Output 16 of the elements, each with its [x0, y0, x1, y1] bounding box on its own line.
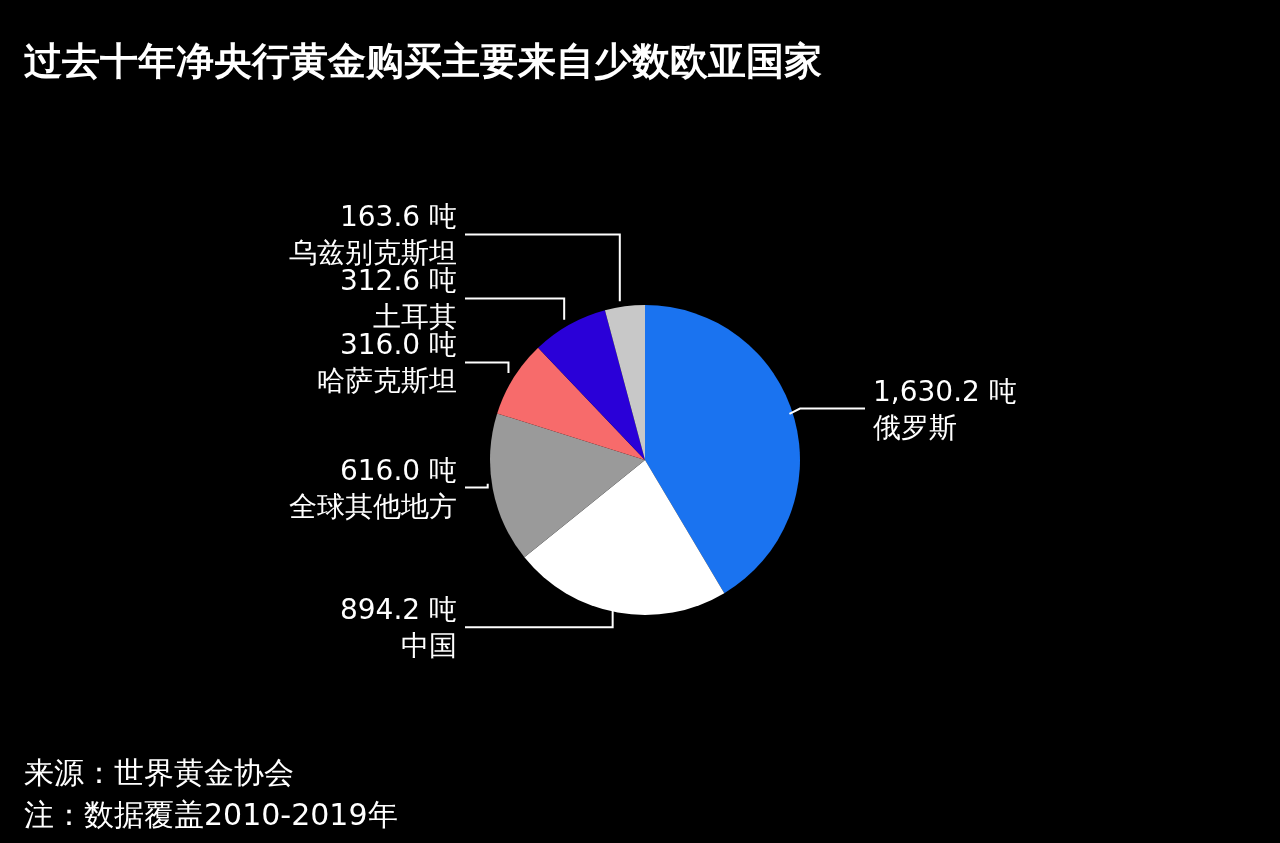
slice-label: 全球其他地方 — [289, 489, 457, 523]
data-label: 894.2 吨 — [339, 593, 457, 627]
pie-slice — [645, 305, 800, 594]
slice-label: 中国 — [401, 629, 457, 663]
data-label: 163.6 吨 — [339, 200, 457, 234]
slice-label: 俄罗斯 — [873, 410, 957, 444]
text: 注：数据覆盖2010-2019年 — [24, 796, 398, 834]
pie-slice — [490, 413, 645, 558]
data-label: 616.0 吨 — [339, 453, 457, 487]
chart-title: 过去十年净央行黄金购买主要来自少数欧亚国家 — [24, 38, 822, 85]
slice-label: 哈萨克斯坦 — [317, 364, 457, 398]
pie-slice — [538, 310, 645, 460]
source-note: 来源：世界黄金协会 — [24, 754, 295, 792]
pie-slice — [604, 305, 645, 460]
data-label: 1,630.2 吨 — [873, 374, 1017, 408]
pie-slice — [497, 347, 645, 460]
